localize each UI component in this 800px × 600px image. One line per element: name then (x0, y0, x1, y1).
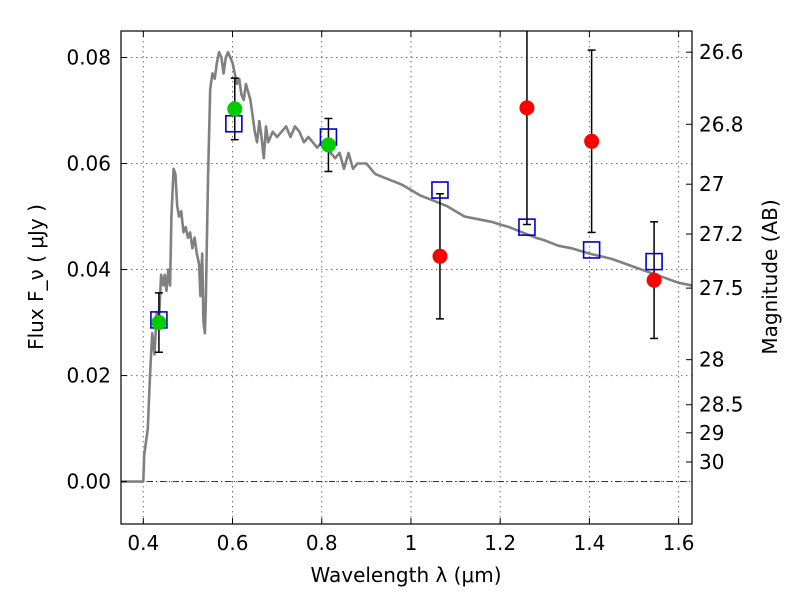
x-tick-label: 1.2 (484, 531, 516, 555)
right-tick-label: 27.2 (699, 222, 744, 246)
detection-point (151, 315, 167, 331)
right-tick-label: 27.5 (699, 276, 744, 300)
model-photometry-square (582, 241, 601, 259)
right-tick-label: 28 (699, 348, 724, 372)
detection-point (227, 101, 243, 117)
right-tick-label: 28.5 (699, 393, 744, 417)
right-tick-label: 26.6 (699, 40, 744, 64)
y-tick-label: 0.00 (66, 470, 111, 494)
clipped-series (121, 31, 692, 483)
x-axis-label: Wavelength λ (μm) (310, 563, 501, 587)
x-tick-label: 1.4 (573, 531, 605, 555)
model-photometry-square (431, 181, 449, 199)
ticks-layer: 0.4 0.6 0.8 1 1.2 1.4 1.6 0.00 0.02 0.04 0.06 0.08 2… (66, 31, 744, 555)
low-snr-point (646, 272, 662, 288)
right-tick-label: 29 (699, 421, 724, 445)
y-tick-label: 0.08 (66, 46, 111, 70)
series-layer (121, 31, 692, 483)
y-tick-label: 0.06 (66, 152, 111, 176)
x-tick-label: 1 (405, 531, 418, 555)
model-photometry-square (225, 114, 243, 133)
right-axis-label: Magnitude (AB) (758, 199, 782, 354)
grid-layer (121, 31, 692, 524)
detection-point (320, 137, 336, 153)
y-axis-label: Flux F_ν ( μJy ) (24, 204, 48, 350)
plot-frame (120, 30, 693, 525)
low-snr-point (519, 100, 535, 116)
right-tick-label: 30 (699, 450, 724, 474)
x-tick-label: 0.8 (306, 531, 338, 555)
model-photometry-square (645, 252, 663, 271)
y-tick-label: 0.02 (66, 364, 111, 388)
model-photometry-square (518, 218, 536, 236)
x-tick-label: 1.6 (663, 531, 695, 555)
low-snr-point (584, 133, 600, 149)
x-tick-label: 0.4 (127, 531, 159, 555)
sed-model-line (121, 50, 692, 483)
x-tick-label: 0.6 (217, 531, 249, 555)
y-tick-label: 0.04 (66, 258, 111, 282)
low-snr-point (432, 248, 448, 264)
right-tick-label: 26.8 (699, 112, 744, 136)
right-tick-label: 27 (699, 172, 724, 196)
